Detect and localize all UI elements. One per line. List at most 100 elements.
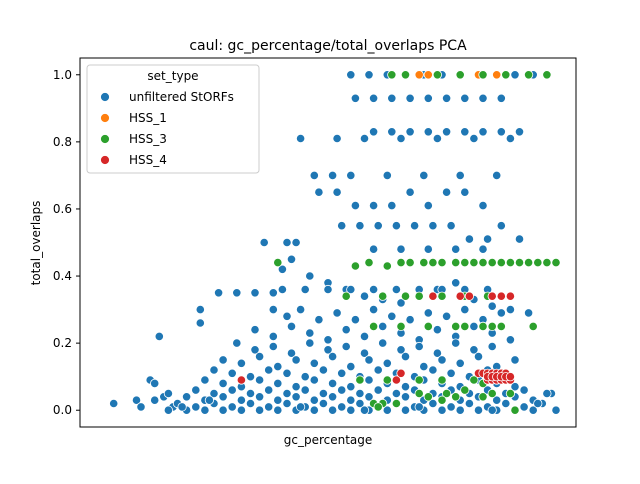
data-point xyxy=(218,355,228,365)
data-point xyxy=(432,325,442,335)
y-tick-label: 0.6 xyxy=(53,202,72,216)
data-point xyxy=(346,405,356,415)
data-point xyxy=(245,398,256,409)
data-point xyxy=(291,355,301,365)
data-point xyxy=(437,395,447,405)
data-point xyxy=(514,234,525,244)
data-point xyxy=(400,405,411,415)
data-point xyxy=(487,405,497,415)
data-point xyxy=(286,348,297,358)
data-point xyxy=(350,201,360,211)
data-point xyxy=(250,325,260,335)
data-point xyxy=(182,392,192,402)
data-point xyxy=(455,405,465,415)
data-point xyxy=(318,398,328,409)
legend-title: set_type xyxy=(147,69,198,83)
data-point xyxy=(286,254,297,264)
data-point xyxy=(382,358,392,368)
data-point xyxy=(405,93,415,103)
data-point xyxy=(519,402,529,412)
data-point xyxy=(437,375,447,385)
data-point xyxy=(419,257,429,268)
data-point xyxy=(291,237,301,248)
data-point xyxy=(451,257,461,268)
legend-box xyxy=(86,64,260,174)
data-point xyxy=(195,304,205,315)
data-point xyxy=(455,358,465,368)
data-point xyxy=(423,201,433,211)
data-point xyxy=(423,127,433,137)
data-point xyxy=(482,234,493,244)
data-point xyxy=(245,388,256,399)
data-point xyxy=(355,388,365,399)
data-point xyxy=(359,291,370,301)
data-point xyxy=(309,358,319,368)
data-point xyxy=(327,405,338,415)
data-point xyxy=(414,388,424,399)
data-point xyxy=(341,291,351,301)
data-point xyxy=(300,385,310,395)
data-point xyxy=(542,388,552,399)
data-point xyxy=(255,351,265,362)
data-point xyxy=(409,221,420,231)
data-point xyxy=(514,127,525,137)
data-point xyxy=(441,311,452,321)
data-point xyxy=(323,335,333,345)
data-point xyxy=(368,321,379,331)
data-point xyxy=(200,375,210,385)
data-point xyxy=(373,402,383,412)
data-point xyxy=(455,70,465,80)
data-point xyxy=(460,187,470,197)
data-point xyxy=(400,351,411,362)
data-point xyxy=(268,304,278,315)
data-point xyxy=(391,398,401,409)
data-point xyxy=(195,318,205,328)
data-point xyxy=(478,201,488,211)
data-point xyxy=(451,278,461,288)
y-tick-label: 1.0 xyxy=(53,68,72,82)
data-point xyxy=(437,405,447,415)
data-point xyxy=(291,392,301,402)
data-point xyxy=(505,372,515,382)
data-point xyxy=(523,257,534,268)
data-point xyxy=(309,405,319,415)
data-point xyxy=(496,321,506,331)
data-point xyxy=(505,335,515,345)
data-point xyxy=(337,368,347,378)
data-point xyxy=(295,133,306,144)
data-point xyxy=(460,93,470,103)
data-point xyxy=(405,257,415,268)
legend-entry-label: unfiltered StORFs xyxy=(129,90,234,104)
data-point xyxy=(428,291,438,301)
data-point xyxy=(528,405,538,415)
data-point xyxy=(282,398,292,409)
data-point xyxy=(314,315,324,325)
data-point xyxy=(428,398,438,409)
data-point xyxy=(446,368,456,378)
data-point xyxy=(382,375,392,385)
data-point xyxy=(295,402,306,412)
data-point xyxy=(364,257,374,268)
y-tick-label: 0.8 xyxy=(53,135,72,149)
data-point xyxy=(378,321,388,331)
data-point xyxy=(478,321,488,331)
data-point xyxy=(487,321,497,331)
data-point xyxy=(200,405,210,415)
data-point xyxy=(346,395,356,405)
data-point xyxy=(327,378,338,388)
data-point xyxy=(318,388,328,399)
data-point xyxy=(533,398,543,409)
series-hss-3 xyxy=(273,70,561,415)
data-point xyxy=(400,70,411,80)
legend-marker xyxy=(100,92,110,102)
data-point xyxy=(373,221,383,231)
data-point xyxy=(387,311,397,321)
data-point xyxy=(245,372,256,382)
data-point xyxy=(277,284,287,295)
data-point xyxy=(368,201,379,211)
data-point xyxy=(492,70,502,80)
plot-area xyxy=(79,57,577,428)
data-point xyxy=(501,70,511,80)
data-point xyxy=(273,405,283,415)
data-point xyxy=(337,385,347,395)
